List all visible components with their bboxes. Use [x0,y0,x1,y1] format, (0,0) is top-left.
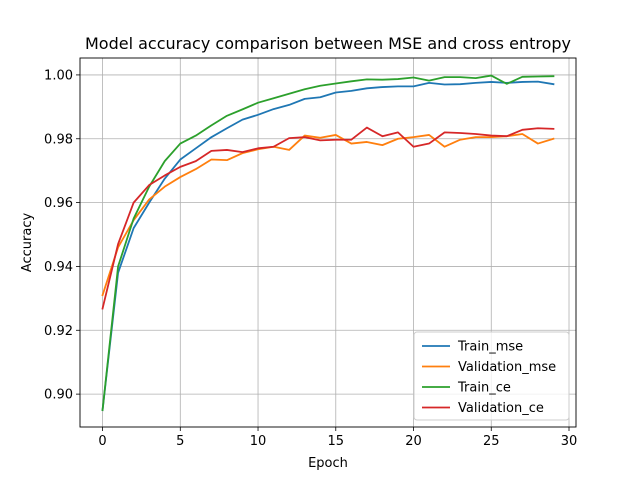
legend-entry-label: Validation_ce [458,401,544,416]
series-line-validation-mse [101,133,555,297]
y-tick-label: 0.92 [44,324,73,339]
x-tick-label: 20 [405,434,422,449]
plot-frame [79,57,577,428]
x-tick-label: 0 [98,434,106,449]
series-line-train-mse [101,80,555,412]
series-line-train-ce [101,74,555,412]
legend-box [413,331,570,421]
y-tick-label: 0.96 [44,196,73,211]
legend-entry-label: Train_ce [457,381,511,396]
axis-ticks: 0 5 10 15 20 25 30 0.90 0.92 0.94 0.96 0.98 1.00 [44,68,577,449]
x-tick-label: 30 [561,434,578,449]
legend-entry-label: Train_mse [457,340,523,355]
x-tick-label: 5 [176,434,184,449]
y-tick-label: 1.00 [44,68,73,83]
x-tick-label: 15 [328,434,345,449]
x-axis-label: Epoch [308,456,348,471]
y-axis-label: Accuracy [20,213,35,273]
legend-entry-label: Validation_mse [458,360,556,375]
x-tick-label: 25 [483,434,500,449]
y-tick-label: 0.98 [44,132,73,147]
legend: Train_mse Validation_mse Train_ce Validatio… [413,331,570,421]
series-lines [101,74,555,412]
chart-title: Model accuracy comparison between MSE an… [85,34,571,53]
series-line-validation-ce [101,126,555,310]
y-tick-label: 0.94 [44,260,73,275]
x-tick-label: 10 [250,434,267,449]
y-tick-label: 0.90 [44,388,73,403]
